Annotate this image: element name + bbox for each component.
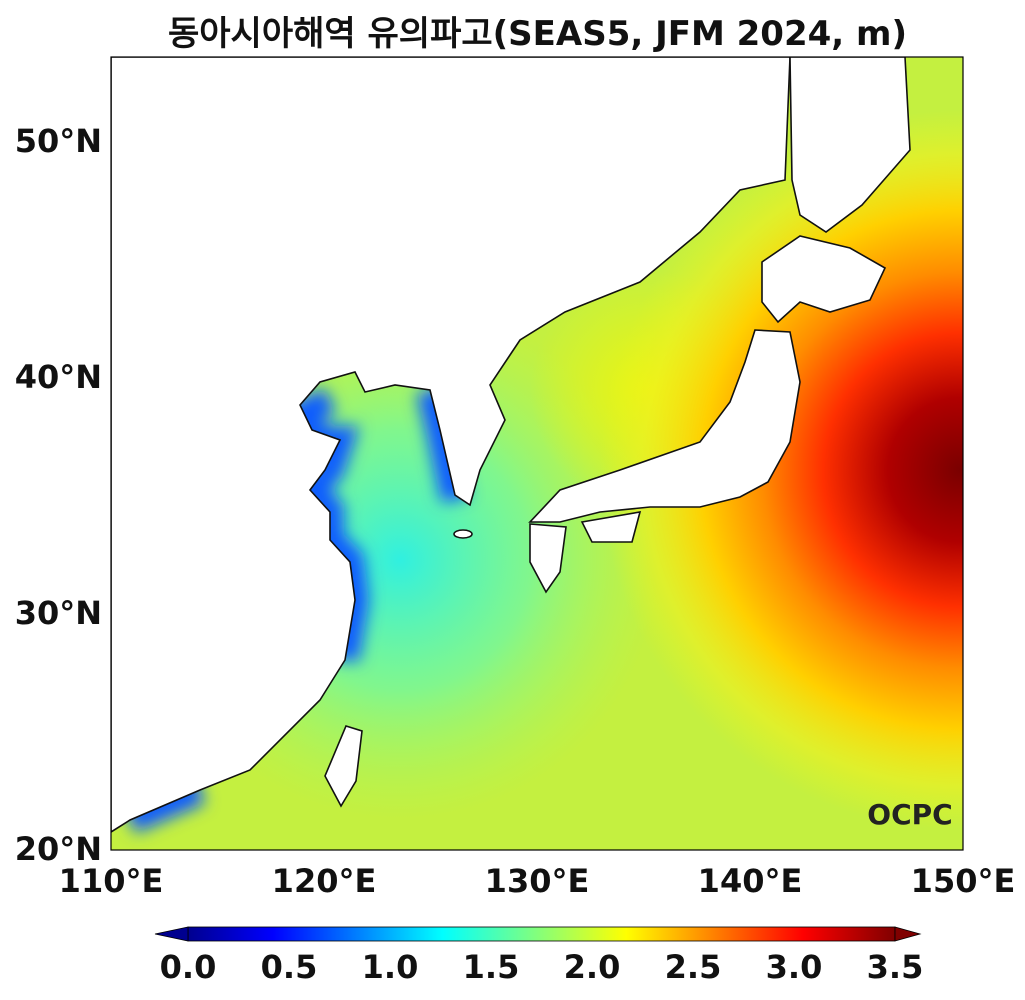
lon-tick-120: 120°E bbox=[271, 862, 377, 900]
kyushu bbox=[529, 523, 567, 594]
jeju bbox=[453, 529, 473, 539]
asia-mainland bbox=[111, 57, 791, 833]
colorbar-tick: 2.5 bbox=[664, 948, 722, 986]
colorbar-body bbox=[187, 926, 896, 942]
wave-height-field bbox=[111, 57, 963, 850]
shikoku bbox=[580, 510, 642, 543]
lat-tick-30: 30°N bbox=[14, 594, 102, 632]
colorbar-tick: 0.5 bbox=[260, 948, 318, 986]
sakhalin bbox=[789, 57, 911, 233]
lat-tick-50: 50°N bbox=[14, 122, 102, 160]
colorbar-tick: 1.0 bbox=[361, 948, 419, 986]
land bbox=[111, 57, 911, 833]
colorbar bbox=[154, 926, 922, 942]
colorbar-tick: 0.0 bbox=[159, 948, 217, 986]
colorbar-extend-min bbox=[154, 926, 189, 942]
colorbar-extend-max bbox=[894, 926, 922, 942]
colorbar-tick: 2.0 bbox=[563, 948, 621, 986]
map-frame bbox=[110, 56, 964, 851]
lon-tick-150: 150°E bbox=[910, 862, 1016, 900]
map-title: 동아시아해역 유의파고(SEAS5, JFM 2024, m) bbox=[168, 14, 907, 54]
honshu bbox=[528, 329, 801, 523]
ocpc-logo: OCPC bbox=[867, 798, 952, 831]
taiwan bbox=[324, 725, 363, 808]
lon-tick-130: 130°E bbox=[484, 862, 590, 900]
colorbar-tick: 1.5 bbox=[462, 948, 520, 986]
hokkaido bbox=[761, 235, 887, 324]
lon-tick-140: 140°E bbox=[697, 862, 803, 900]
lon-tick-110: 110°E bbox=[58, 862, 164, 900]
lat-tick-40: 40°N bbox=[14, 358, 102, 396]
colorbar-tick: 3.5 bbox=[866, 948, 924, 986]
colorbar-tick: 3.0 bbox=[765, 948, 823, 986]
lat-tick-20: 20°N bbox=[14, 830, 102, 868]
